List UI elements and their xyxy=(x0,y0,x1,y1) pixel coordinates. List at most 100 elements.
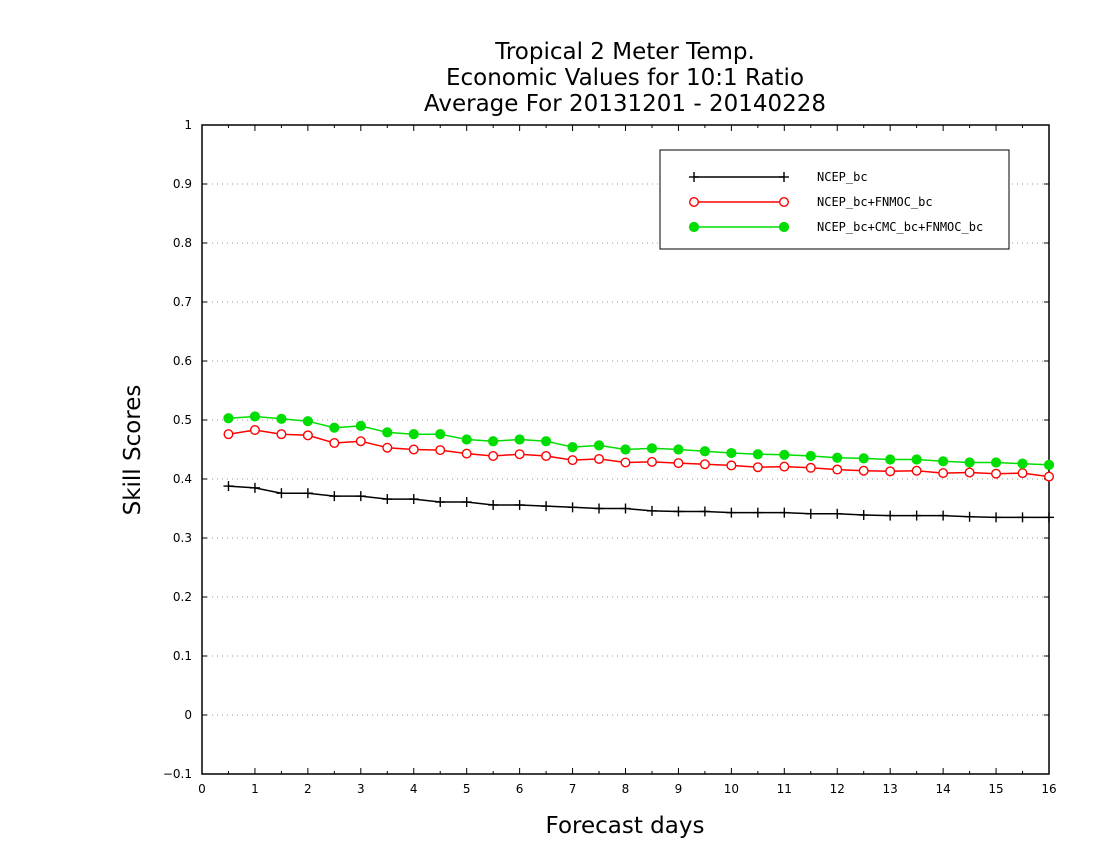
data-point-ncep-bc-fnmoc-bc xyxy=(302,430,313,441)
data-point-ncep-bc-cmc-bc-fnmoc-bc xyxy=(832,452,843,463)
y-tick-label: 0.1 xyxy=(173,649,192,663)
data-point-ncep-bc-fnmoc-bc xyxy=(885,466,896,477)
y-tick-label: 0.4 xyxy=(173,472,192,486)
data-point-ncep-bc-fnmoc-bc xyxy=(752,462,763,473)
y-tick-label: 0.6 xyxy=(173,354,192,368)
data-point-ncep-bc-cmc-bc-fnmoc-bc xyxy=(699,446,711,457)
data-point-ncep-bc xyxy=(964,511,975,522)
data-point-ncep-bc-cmc-bc-fnmoc-bc xyxy=(620,444,631,455)
legend-marker xyxy=(778,221,790,233)
data-point-ncep-bc-cmc-bc-fnmoc-bc xyxy=(858,453,869,464)
data-point-ncep-bc-cmc-bc-fnmoc-bc xyxy=(461,434,472,445)
y-tick-label: 0.3 xyxy=(173,531,192,545)
data-point-ncep-bc xyxy=(302,488,313,499)
y-tick-label: 0.8 xyxy=(173,236,192,250)
data-point-ncep-bc-fnmoc-bc xyxy=(567,455,578,466)
data-point-ncep-bc-fnmoc-bc xyxy=(805,462,816,473)
data-point-ncep-bc-fnmoc-bc xyxy=(991,468,1002,479)
data-point-ncep-bc-fnmoc-bc xyxy=(779,461,790,472)
data-point-ncep-bc-fnmoc-bc xyxy=(964,467,975,478)
data-point-ncep-bc xyxy=(514,499,525,510)
x-tick-label: 0 xyxy=(198,782,206,796)
data-point-ncep-bc xyxy=(594,503,605,514)
data-point-ncep-bc-fnmoc-bc xyxy=(858,465,869,476)
data-point-ncep-bc-cmc-bc-fnmoc-bc xyxy=(990,457,1002,468)
series-ncep-bc-fnmoc-bc xyxy=(223,425,1054,482)
legend-marker xyxy=(689,196,700,207)
data-point-ncep-bc-cmc-bc-fnmoc-bc xyxy=(593,440,605,451)
y-tick-label: 0.7 xyxy=(173,295,192,309)
data-point-ncep-bc xyxy=(646,505,657,516)
y-axis-ticks: −0.1 0 0.1 0.2 0.3 0.4 0.5 0.6 0.7 0.8 0.9 1 xyxy=(163,118,1049,781)
chart-title-line-2: Economic Values for 10:1 Ratio xyxy=(446,65,804,91)
data-point-ncep-bc xyxy=(1017,512,1028,523)
data-point-ncep-bc-fnmoc-bc xyxy=(699,459,710,470)
x-tick-label: 16 xyxy=(1041,782,1056,796)
legend-entry-ncep-bc-fnmoc-bc: NCEP_bc+FNMOC_bc xyxy=(689,195,933,209)
data-point-ncep-bc xyxy=(858,509,869,520)
y-tick-label: −0.1 xyxy=(163,767,192,781)
y-tick-label: 0 xyxy=(184,708,192,722)
legend-marker xyxy=(688,221,700,233)
x-tick-label: 10 xyxy=(724,782,739,796)
x-tick-label: 8 xyxy=(622,782,630,796)
x-tick-label: 1 xyxy=(251,782,259,796)
legend-label: NCEP_bc xyxy=(817,170,868,184)
data-point-ncep-bc xyxy=(832,508,843,519)
series-line-ncep-bc-fnmoc-bc xyxy=(228,429,1050,478)
x-tick-label: 4 xyxy=(410,782,418,796)
data-point-ncep-bc xyxy=(567,502,578,513)
data-point-ncep-bc-fnmoc-bc xyxy=(541,450,552,461)
x-tick-label: 9 xyxy=(675,782,683,796)
data-point-ncep-bc-cmc-bc-fnmoc-bc xyxy=(223,413,234,424)
data-point-ncep-bc xyxy=(911,510,922,521)
legend: NCEP_bc NCEP_bc+FNMOC_bc NCEP_bc+CMC_bc+FN… xyxy=(659,149,1010,250)
data-point-ncep-bc-cmc-bc-fnmoc-bc xyxy=(646,443,658,454)
data-point-ncep-bc-fnmoc-bc xyxy=(1017,468,1028,479)
data-point-ncep-bc-cmc-bc-fnmoc-bc xyxy=(329,422,340,433)
data-point-ncep-bc-cmc-bc-fnmoc-bc xyxy=(567,442,578,453)
x-axis-ticks: 0 1 2 3 4 5 6 7 8 9 10 11 12 13 14 15 16 xyxy=(198,125,1057,796)
data-point-ncep-bc xyxy=(620,503,631,514)
data-point-ncep-bc-fnmoc-bc xyxy=(673,458,684,469)
x-tick-label: 5 xyxy=(463,782,471,796)
series-line-ncep-bc-cmc-bc-fnmoc-bc xyxy=(228,415,1050,466)
x-tick-label: 13 xyxy=(883,782,898,796)
legend-marker xyxy=(689,172,699,182)
data-point-ncep-bc-fnmoc-bc xyxy=(382,442,393,453)
data-point-ncep-bc-fnmoc-bc xyxy=(911,465,922,476)
data-point-ncep-bc xyxy=(779,507,790,518)
x-tick-label: 11 xyxy=(777,782,792,796)
data-point-ncep-bc xyxy=(699,506,710,517)
data-point-ncep-bc-cmc-bc-fnmoc-bc xyxy=(249,411,261,422)
x-tick-label: 15 xyxy=(988,782,1003,796)
data-point-ncep-bc xyxy=(673,506,684,517)
data-point-ncep-bc-fnmoc-bc xyxy=(594,453,605,464)
x-tick-label: 3 xyxy=(357,782,365,796)
data-point-ncep-bc-fnmoc-bc xyxy=(514,449,525,460)
x-tick-label: 6 xyxy=(516,782,524,796)
data-point-ncep-bc-cmc-bc-fnmoc-bc xyxy=(435,429,446,440)
x-tick-label: 12 xyxy=(830,782,845,796)
legend-entry-ncep-bc-cmc-bc-fnmoc-bc: NCEP_bc+CMC_bc+FNMOC_bc xyxy=(688,220,983,234)
chart-title-line-1: Tropical 2 Meter Temp. xyxy=(494,39,755,65)
data-point-ncep-bc-cmc-bc-fnmoc-bc xyxy=(355,420,366,431)
data-point-ncep-bc xyxy=(752,507,763,518)
data-point-ncep-bc xyxy=(461,497,472,508)
data-point-ncep-bc-fnmoc-bc xyxy=(726,460,737,471)
data-point-ncep-bc-cmc-bc-fnmoc-bc xyxy=(726,447,737,459)
chart-title-line-3: Average For 20131201 - 20140228 xyxy=(424,91,826,117)
legend-marker xyxy=(779,172,789,182)
data-point-ncep-bc-fnmoc-bc xyxy=(832,464,843,475)
data-point-ncep-bc-cmc-bc-fnmoc-bc xyxy=(779,449,790,460)
data-point-ncep-bc xyxy=(329,491,340,502)
data-point-ncep-bc-fnmoc-bc xyxy=(488,450,499,461)
legend-label: NCEP_bc+FNMOC_bc xyxy=(817,195,933,209)
data-point-ncep-bc-fnmoc-bc xyxy=(938,468,949,479)
x-tick-label: 14 xyxy=(935,782,950,796)
data-point-ncep-bc-fnmoc-bc xyxy=(646,456,657,467)
legend-label: NCEP_bc+CMC_bc+FNMOC_bc xyxy=(817,220,983,234)
series-line-ncep-bc xyxy=(228,485,1049,519)
data-point-ncep-bc-cmc-bc-fnmoc-bc xyxy=(540,436,552,447)
data-point-ncep-bc-cmc-bc-fnmoc-bc xyxy=(302,416,313,427)
